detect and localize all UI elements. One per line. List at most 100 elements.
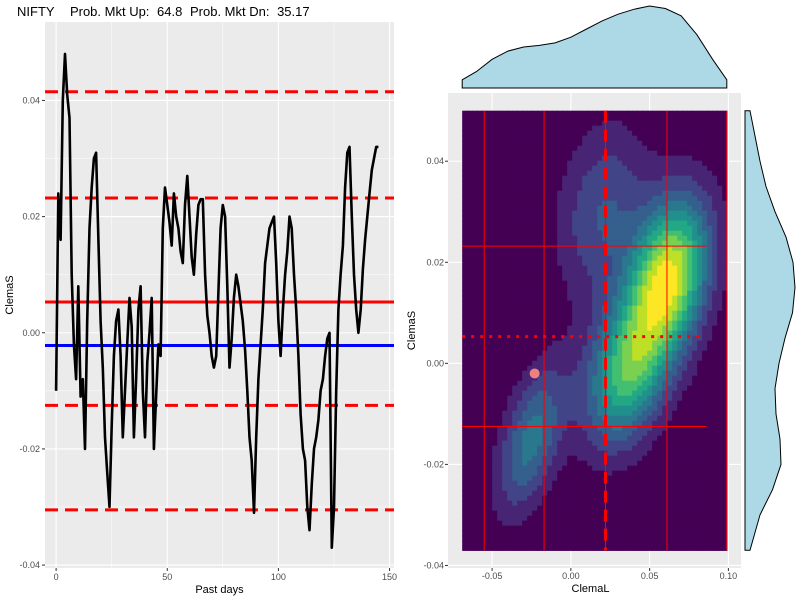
density-band-cell (722, 415, 728, 422)
density-band-cell (467, 305, 473, 312)
density-band-cell (712, 285, 718, 292)
density-band-cell (477, 200, 483, 207)
density-band-cell (507, 305, 513, 312)
density-band-cell (677, 110, 683, 117)
density-band-cell (687, 400, 693, 407)
density-band-cell (682, 115, 688, 122)
density-band-cell (467, 255, 473, 262)
density-band-cell (502, 365, 508, 372)
density-band-cell (702, 360, 708, 367)
density-band-cell (512, 425, 518, 432)
density-band-cell (482, 120, 488, 127)
density-band-cell (572, 425, 578, 432)
density-band-cell (577, 360, 583, 367)
density-band-cell (557, 420, 563, 427)
density-band-cell (682, 250, 688, 257)
density-band-cell (607, 210, 613, 217)
density-band-cell (467, 480, 473, 487)
density-band-cell (512, 445, 518, 452)
density-band-cell (462, 210, 468, 217)
density-band-cell (667, 310, 673, 317)
density-band-cell (662, 410, 668, 417)
density-band-cell (532, 430, 538, 437)
density-band-cell (722, 305, 728, 312)
density-band-cell (622, 310, 628, 317)
density-band-cell (582, 335, 588, 342)
density-band-cell (562, 355, 568, 362)
density-band-cell (477, 160, 483, 167)
density-band-cell (462, 190, 468, 197)
density-band-cell (662, 260, 668, 267)
density-band-cell (487, 120, 493, 127)
density-band-cell (552, 335, 558, 342)
density-band-cell (552, 140, 558, 147)
density-band-cell (627, 140, 633, 147)
density-band-cell (617, 495, 623, 502)
density-band-cell (592, 450, 598, 457)
density-band-cell (542, 130, 548, 137)
density-band-cell (502, 405, 508, 412)
density-band-cell (592, 250, 598, 257)
density-band-cell (467, 225, 473, 232)
density-band-cell (517, 290, 523, 297)
density-band-cell (462, 240, 468, 247)
density-band-cell (507, 310, 513, 317)
density-band-cell (562, 520, 568, 527)
density-band-cell (482, 195, 488, 202)
density-band-cell (657, 290, 663, 297)
density-band-cell (697, 220, 703, 227)
density-band-cell (477, 170, 483, 177)
density-band-cell (562, 175, 568, 182)
density-band-cell (542, 110, 548, 117)
density-band-cell (527, 410, 533, 417)
density-band-cell (522, 355, 528, 362)
density-band-cell (647, 455, 653, 462)
density-band-cell (502, 280, 508, 287)
density-band-cell (487, 145, 493, 152)
density-band-cell (662, 235, 668, 242)
density-band-cell (547, 400, 553, 407)
density-band-cell (572, 465, 578, 472)
x-tick-label: 0.00 (562, 571, 580, 581)
density-band-cell (502, 150, 508, 157)
density-band-cell (612, 145, 618, 152)
density-band-cell (707, 385, 713, 392)
density-band-cell (627, 265, 633, 272)
density-band-cell (512, 220, 518, 227)
density-band-cell (462, 395, 468, 402)
density-band-cell (582, 485, 588, 492)
density-band-cell (482, 325, 488, 332)
density-band-cell (582, 480, 588, 487)
density-band-cell (617, 460, 623, 467)
density-band-cell (612, 380, 618, 387)
density-band-cell (567, 195, 573, 202)
density-band-cell (592, 390, 598, 397)
density-band-cell (507, 515, 513, 522)
density-band-cell (537, 195, 543, 202)
density-band-cell (537, 335, 543, 342)
density-band-cell (592, 255, 598, 262)
density-band-cell (487, 305, 493, 312)
density-band-cell (707, 530, 713, 537)
density-band-cell (562, 165, 568, 172)
density-band-cell (612, 275, 618, 282)
density-band-cell (617, 385, 623, 392)
density-band-cell (657, 540, 663, 547)
density-band-cell (652, 505, 658, 512)
density-band-cell (477, 220, 483, 227)
density-band-cell (697, 460, 703, 467)
density-band-cell (687, 490, 693, 497)
density-band-cell (567, 235, 573, 242)
density-band-cell (692, 170, 698, 177)
density-band-cell (462, 200, 468, 207)
density-band-cell (687, 325, 693, 332)
density-band-cell (637, 465, 643, 472)
density-band-cell (502, 170, 508, 177)
density-band-cell (617, 305, 623, 312)
density-band-cell (632, 390, 638, 397)
density-band-cell (647, 120, 653, 127)
density-band-cell (657, 475, 663, 482)
density-band-cell (497, 240, 503, 247)
density-band-cell (507, 275, 513, 282)
density-band-cell (592, 130, 598, 137)
